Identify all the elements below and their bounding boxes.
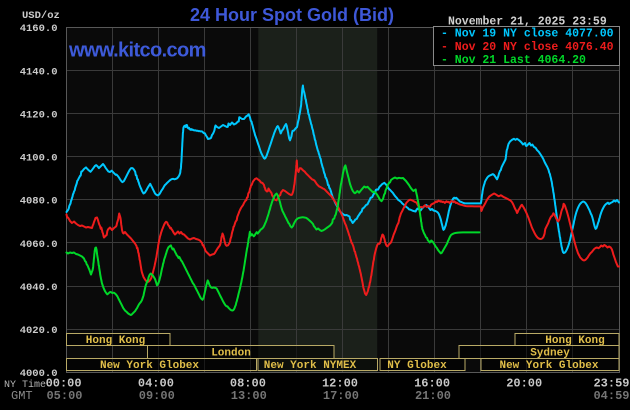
svg-text:12:00: 12:00 <box>322 377 358 391</box>
svg-text:- Nov 20 NY close 4076.40: - Nov 20 NY close 4076.40 <box>441 41 614 54</box>
svg-text:November 21, 2025 23:59: November 21, 2025 23:59 <box>448 16 607 29</box>
svg-text:13:00: 13:00 <box>231 389 267 403</box>
svg-text:05:00: 05:00 <box>46 389 82 403</box>
svg-text:NY Globex: NY Globex <box>387 360 447 372</box>
svg-text:4100.0: 4100.0 <box>20 153 58 165</box>
svg-text:Sydney: Sydney <box>530 348 570 360</box>
svg-text:21:00: 21:00 <box>415 389 451 403</box>
svg-text:GMT: GMT <box>11 389 33 403</box>
svg-text:New York NYMEX: New York NYMEX <box>264 360 357 372</box>
svg-text:04:59: 04:59 <box>593 389 629 403</box>
svg-text:NY Time: NY Time <box>4 379 46 391</box>
svg-text:London: London <box>211 348 251 360</box>
svg-text:4080.0: 4080.0 <box>20 196 58 208</box>
svg-text:4000.0: 4000.0 <box>20 368 58 380</box>
svg-text:Hong Kong: Hong Kong <box>86 335 145 347</box>
svg-text:4160.0: 4160.0 <box>20 23 58 35</box>
svg-text:08:00: 08:00 <box>230 377 266 391</box>
svg-text:23:59: 23:59 <box>593 377 629 391</box>
svg-text:4060.0: 4060.0 <box>20 239 58 251</box>
svg-text:20:00: 20:00 <box>506 377 542 391</box>
svg-text:24 Hour Spot Gold (Bid): 24 Hour Spot Gold (Bid) <box>190 5 394 25</box>
svg-text:New York Globex: New York Globex <box>499 360 598 372</box>
svg-text:4140.0: 4140.0 <box>20 66 58 78</box>
svg-text:- Nov 21 Last 4064.20: - Nov 21 Last 4064.20 <box>441 54 586 67</box>
svg-text:04:00: 04:00 <box>138 377 174 391</box>
svg-text:09:00: 09:00 <box>139 389 175 403</box>
svg-text:Hong Kong: Hong Kong <box>545 335 604 347</box>
svg-text:USD/oz: USD/oz <box>22 10 60 22</box>
svg-text:4120.0: 4120.0 <box>20 109 58 121</box>
svg-text:16:00: 16:00 <box>414 377 450 391</box>
svg-text:17:00: 17:00 <box>323 389 359 403</box>
svg-text:4040.0: 4040.0 <box>20 282 58 294</box>
svg-text:New York Globex: New York Globex <box>100 360 199 372</box>
svg-text:00:00: 00:00 <box>46 377 82 391</box>
svg-text:- Nov 19 NY close 4077.00: - Nov 19 NY close 4077.00 <box>441 28 614 41</box>
svg-text:4020.0: 4020.0 <box>20 325 58 337</box>
svg-text:www.kitco.com: www.kitco.com <box>68 40 206 62</box>
